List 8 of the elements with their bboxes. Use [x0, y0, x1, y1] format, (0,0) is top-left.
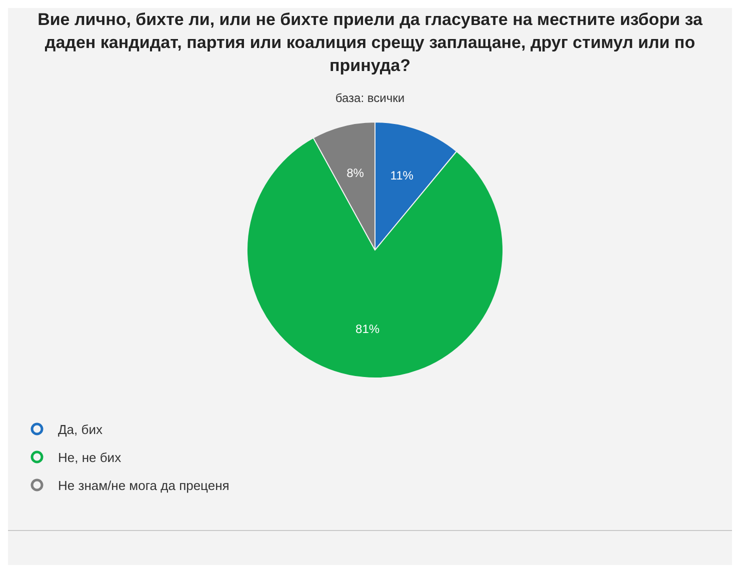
legend-label: Не знам/не мога да преценя: [58, 478, 230, 492]
chart-title: Вие лично, бихте ли, или не бихте приели да гласувате на местните избори за даден кандидат, партия или коалиция срещу заплащане, друг стимул или по принуда?: [36, 9, 704, 77]
data-label: 11%: [390, 168, 414, 182]
legend-label: Да, бих: [58, 422, 102, 436]
legend-label: Не, не бих: [58, 450, 122, 464]
data-label: 81%: [356, 322, 380, 336]
chart-subtitle: база: всички: [334, 91, 406, 105]
data-label: 8%: [346, 166, 364, 180]
